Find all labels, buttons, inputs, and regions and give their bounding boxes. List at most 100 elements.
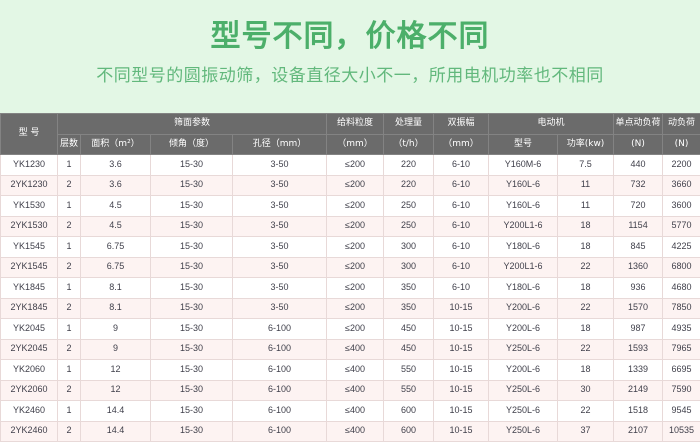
- cell-feed: ≤400: [327, 401, 384, 422]
- cell-model: YK1545: [1, 237, 58, 258]
- cell-layers: 2: [58, 421, 81, 442]
- col-group-double-amplitude: 双振幅: [434, 114, 489, 135]
- cell-power: 18: [558, 237, 614, 258]
- cell-single-load: 845: [614, 237, 663, 258]
- cell-single-load: 720: [614, 196, 663, 217]
- cell-incline: 15-30: [151, 237, 233, 258]
- cell-power: 7.5: [558, 155, 614, 176]
- cell-area: 14.4: [81, 401, 151, 422]
- col-group-model: 型 号: [1, 114, 58, 155]
- cell-single-load: 1593: [614, 339, 663, 360]
- cell-area: 6.75: [81, 257, 151, 278]
- col-amplitude-unit: （mm）: [434, 135, 489, 155]
- cell-single-load: 1518: [614, 401, 663, 422]
- col-group-dynamic-load: 动负荷: [663, 114, 700, 135]
- cell-amplitude: 10-15: [434, 298, 489, 319]
- cell-incline: 15-30: [151, 216, 233, 237]
- cell-motor-model: Y180L-6: [489, 278, 558, 299]
- cell-feed: ≤200: [327, 175, 384, 196]
- cell-aperture: 3-50: [233, 298, 327, 319]
- col-group-motor: 电动机: [489, 114, 614, 135]
- vibrating-screen-spec-table: 型 号 筛面参数 给料粒度 处理量 双振幅 电动机 单点动负荷 动负荷 层数 面…: [0, 113, 700, 442]
- cell-capacity: 300: [384, 237, 434, 258]
- cell-dyn-load: 6695: [663, 360, 700, 381]
- cell-single-load: 987: [614, 319, 663, 340]
- cell-amplitude: 6-10: [434, 175, 489, 196]
- cell-layers: 1: [58, 278, 81, 299]
- cell-model: YK2045: [1, 319, 58, 340]
- cell-motor-model: Y160M-6: [489, 155, 558, 176]
- cell-capacity: 550: [384, 380, 434, 401]
- cell-layers: 1: [58, 155, 81, 176]
- cell-area: 9: [81, 339, 151, 360]
- cell-model: YK1530: [1, 196, 58, 217]
- cell-incline: 15-30: [151, 421, 233, 442]
- cell-motor-model: Y160L-6: [489, 175, 558, 196]
- cell-area: 6.75: [81, 237, 151, 258]
- cell-model: 2YK2045: [1, 339, 58, 360]
- cell-feed: ≤400: [327, 339, 384, 360]
- cell-capacity: 300: [384, 257, 434, 278]
- cell-model: YK2460: [1, 401, 58, 422]
- col-single-point-load-unit: (N): [614, 135, 663, 155]
- cell-feed: ≤400: [327, 380, 384, 401]
- cell-dyn-load: 7965: [663, 339, 700, 360]
- cell-amplitude: 6-10: [434, 216, 489, 237]
- cell-dyn-load: 3600: [663, 196, 700, 217]
- cell-amplitude: 10-15: [434, 401, 489, 422]
- cell-motor-model: Y200L-6: [489, 360, 558, 381]
- cell-layers: 2: [58, 175, 81, 196]
- cell-amplitude: 6-10: [434, 257, 489, 278]
- cell-aperture: 6-100: [233, 339, 327, 360]
- cell-amplitude: 6-10: [434, 237, 489, 258]
- cell-single-load: 732: [614, 175, 663, 196]
- cell-incline: 15-30: [151, 401, 233, 422]
- header-row-group: 型 号 筛面参数 给料粒度 处理量 双振幅 电动机 单点动负荷 动负荷: [1, 114, 700, 135]
- cell-single-load: 936: [614, 278, 663, 299]
- col-aperture: 孔径（mm）: [233, 135, 327, 155]
- cell-power: 22: [558, 298, 614, 319]
- cell-capacity: 350: [384, 278, 434, 299]
- cell-model: 2YK2060: [1, 380, 58, 401]
- cell-layers: 1: [58, 237, 81, 258]
- cell-dyn-load: 4680: [663, 278, 700, 299]
- cell-dyn-load: 10535: [663, 421, 700, 442]
- cell-amplitude: 6-10: [434, 196, 489, 217]
- cell-model: YK1845: [1, 278, 58, 299]
- cell-aperture: 3-50: [233, 196, 327, 217]
- cell-aperture: 3-50: [233, 175, 327, 196]
- cell-feed: ≤200: [327, 237, 384, 258]
- cell-motor-model: Y180L-6: [489, 237, 558, 258]
- cell-power: 18: [558, 216, 614, 237]
- cell-layers: 1: [58, 401, 81, 422]
- cell-capacity: 220: [384, 155, 434, 176]
- cell-motor-model: Y250L-6: [489, 401, 558, 422]
- spec-table-container: 型 号 筛面参数 给料粒度 处理量 双振幅 电动机 单点动负荷 动负荷 层数 面…: [0, 113, 700, 442]
- table-header: 型 号 筛面参数 给料粒度 处理量 双振幅 电动机 单点动负荷 动负荷 层数 面…: [1, 114, 700, 155]
- cell-feed: ≤200: [327, 155, 384, 176]
- cell-incline: 15-30: [151, 360, 233, 381]
- cell-layers: 2: [58, 216, 81, 237]
- cell-aperture: 6-100: [233, 401, 327, 422]
- cell-feed: ≤200: [327, 196, 384, 217]
- header-row-sub: 层数 面积（m²） 倾角（度） 孔径（mm） （mm） （t/h） （mm） 型…: [1, 135, 700, 155]
- cell-layers: 1: [58, 196, 81, 217]
- cell-capacity: 450: [384, 319, 434, 340]
- cell-single-load: 1570: [614, 298, 663, 319]
- cell-power: 11: [558, 196, 614, 217]
- col-motor-power: 功率(kw): [558, 135, 614, 155]
- cell-area: 3.6: [81, 155, 151, 176]
- cell-model: 2YK1230: [1, 175, 58, 196]
- cell-aperture: 6-100: [233, 421, 327, 442]
- cell-motor-model: Y250L-6: [489, 421, 558, 442]
